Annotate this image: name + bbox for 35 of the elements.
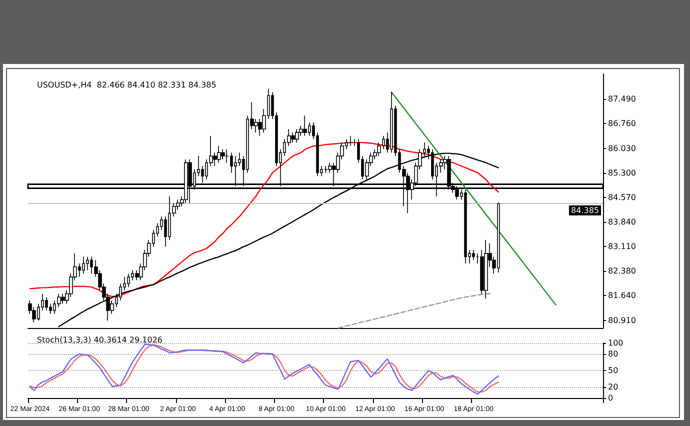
candlestick bbox=[61, 293, 65, 304]
candlestick bbox=[45, 296, 48, 311]
y-tick-label: 80.910 bbox=[608, 316, 636, 325]
candlestick bbox=[390, 92, 393, 154]
candlestick bbox=[291, 132, 295, 143]
y-tick-label: 86.030 bbox=[608, 144, 636, 153]
candlestick bbox=[484, 240, 488, 300]
line-series bbox=[29, 142, 499, 298]
text: USOUSD+,H4 82.466 84.410 82.331 84.385 bbox=[37, 80, 216, 90]
chart-title: Stoch(13,3,3) 40.3614 29.1026 bbox=[37, 336, 163, 344]
candlestick bbox=[127, 273, 130, 288]
y-tick-label: 84.570 bbox=[608, 192, 636, 202]
y-tick-label: 81.640 bbox=[608, 291, 636, 300]
y-tick-label: 0 bbox=[608, 394, 614, 402]
line-series bbox=[337, 293, 491, 329]
y-tick-label: 82.380 bbox=[608, 266, 636, 276]
candlestick bbox=[303, 115, 307, 136]
candlestick bbox=[217, 146, 221, 164]
candlestick bbox=[349, 135, 352, 146]
candlestick bbox=[82, 256, 85, 274]
y-tick-label: 100 bbox=[608, 338, 624, 348]
candlestick bbox=[295, 128, 299, 143]
y-tick-label: 20 bbox=[608, 382, 618, 392]
y-tick-label: 86.760 bbox=[608, 119, 636, 128]
y-tick-label: 50 bbox=[608, 366, 618, 375]
candlestick bbox=[221, 148, 225, 160]
y-tick-label: 85.300 bbox=[608, 168, 636, 178]
y-tick-label: 80 bbox=[608, 350, 618, 358]
candlestick bbox=[472, 250, 475, 261]
y-tick-label: 83.110 bbox=[608, 242, 636, 251]
ref-line-label: 84.385 bbox=[571, 206, 599, 215]
candlestick bbox=[324, 166, 328, 174]
y-tick-label: 87.490 bbox=[608, 94, 636, 104]
y-tick-label: 83.840 bbox=[608, 217, 636, 226]
candlestick bbox=[86, 256, 89, 271]
